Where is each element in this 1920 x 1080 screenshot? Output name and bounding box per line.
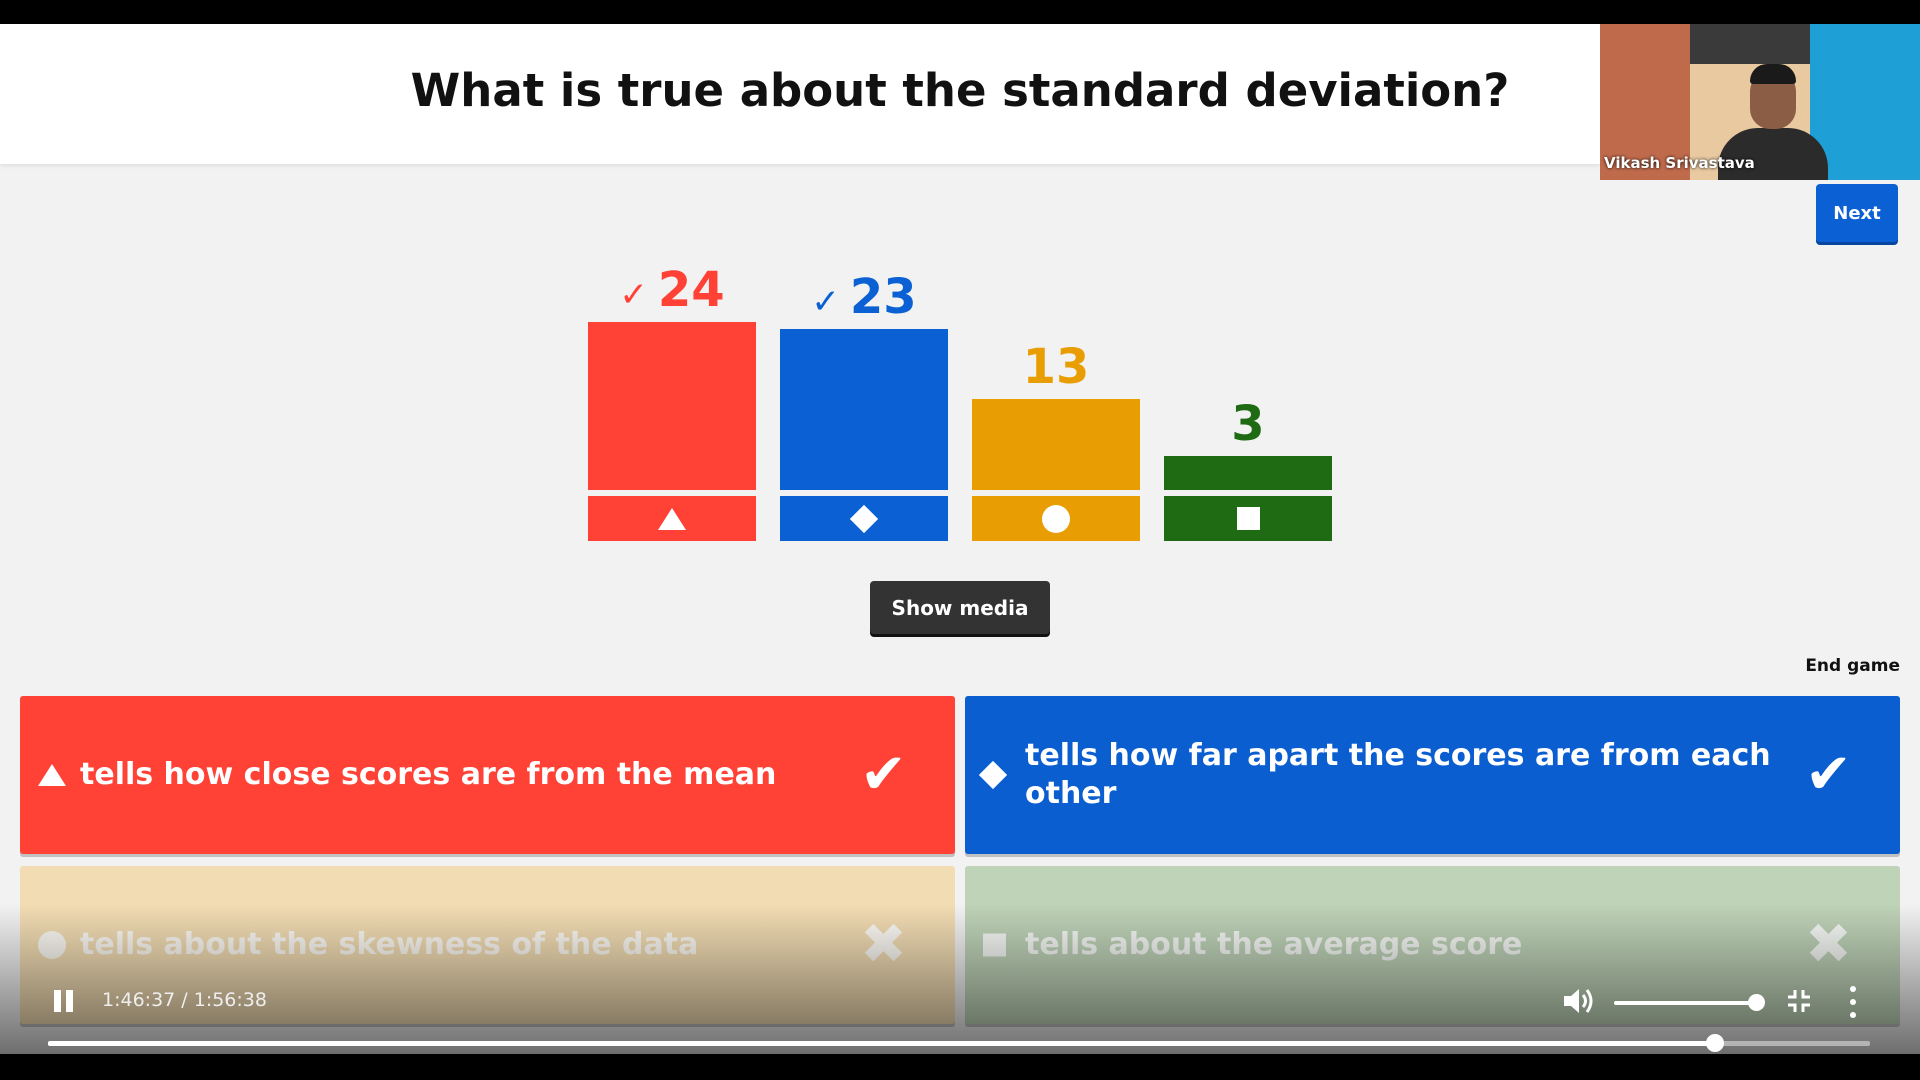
- diamond-icon: [849, 504, 879, 533]
- result-count-label: 3: [1164, 396, 1332, 452]
- pause-icon: [66, 990, 73, 1012]
- result-bar: [588, 322, 756, 490]
- end-game-link[interactable]: End game: [1805, 656, 1900, 676]
- result-bar-base: [1164, 496, 1332, 541]
- result-count-label: 13: [972, 339, 1140, 395]
- question-header: [0, 24, 1600, 164]
- result-count-label: ✓ 23: [780, 269, 948, 330]
- result-count-label: ✓ 24: [588, 262, 756, 323]
- playback-time: 1:46:37 / 1:56:38: [102, 989, 267, 1011]
- result-count: 23: [849, 269, 917, 325]
- result-bar-base: [972, 496, 1140, 541]
- video-background: [1810, 24, 1920, 180]
- player-controls-overlay: [0, 904, 1920, 1054]
- checkmark-icon: ✓: [811, 282, 840, 322]
- volume-icon[interactable]: [1562, 986, 1596, 1016]
- volume-slider-handle[interactable]: [1748, 994, 1765, 1011]
- more-dot-icon: [1850, 986, 1856, 992]
- more-options-button[interactable]: [1848, 986, 1858, 1018]
- answer-text: tells how far apart the scores are from …: [1025, 738, 1771, 811]
- quiz-results-screen: What is true about the standard deviatio…: [0, 24, 1920, 1054]
- more-dot-icon: [1850, 999, 1856, 1005]
- participant-body: [1718, 128, 1828, 180]
- correct-check-icon: ✔: [860, 742, 907, 807]
- show-media-button[interactable]: Show media: [870, 581, 1050, 634]
- video-background: [1690, 24, 1810, 64]
- square-icon: [1236, 507, 1260, 530]
- playback-progress-fill: [48, 1041, 1715, 1046]
- result-count: 3: [1231, 396, 1265, 452]
- answer-shape: [38, 764, 66, 786]
- letterbox-top: [0, 0, 1920, 24]
- answer-text: tells how close scores are from the mean: [80, 757, 777, 792]
- triangle-icon: [658, 507, 686, 530]
- participant-name: Vikash Srivastava: [1604, 154, 1755, 172]
- answer-shape: [978, 760, 1008, 790]
- playback-progress-handle[interactable]: [1706, 1034, 1724, 1052]
- result-bar: [972, 399, 1140, 490]
- circle-icon: [1042, 504, 1070, 533]
- exit-fullscreen-icon[interactable]: [1786, 988, 1812, 1014]
- diamond-icon: [978, 760, 1008, 790]
- more-dot-icon: [1850, 1012, 1856, 1018]
- answer-option[interactable]: tells how close scores are from the mean…: [20, 696, 955, 854]
- participant-hair: [1750, 64, 1796, 84]
- answer-option[interactable]: tells how far apart the scores are from …: [965, 696, 1900, 854]
- result-count: 24: [657, 262, 725, 318]
- participant-video[interactable]: Vikash Srivastava: [1600, 24, 1920, 180]
- pause-icon: [54, 990, 61, 1012]
- question-title: What is true about the standard deviatio…: [410, 64, 1510, 117]
- video-background: [1600, 24, 1690, 180]
- pause-button[interactable]: [54, 990, 78, 1014]
- volume-slider-track[interactable]: [1614, 1001, 1756, 1005]
- result-bar: [1164, 456, 1332, 490]
- result-bar: [780, 329, 948, 490]
- result-count: 13: [1022, 339, 1090, 395]
- checkmark-icon: ✓: [619, 275, 648, 315]
- letterbox-bottom: [0, 1054, 1920, 1080]
- triangle-icon: [38, 764, 66, 786]
- result-bar-base: [780, 496, 948, 541]
- next-button[interactable]: Next: [1816, 184, 1898, 242]
- answer-results-chart: ✓ 24 ✓ 23 13 3: [0, 24, 1920, 584]
- playback-progress-bar[interactable]: [48, 1034, 1870, 1052]
- result-bar-base: [588, 496, 756, 541]
- correct-check-icon: ✔: [1805, 742, 1852, 807]
